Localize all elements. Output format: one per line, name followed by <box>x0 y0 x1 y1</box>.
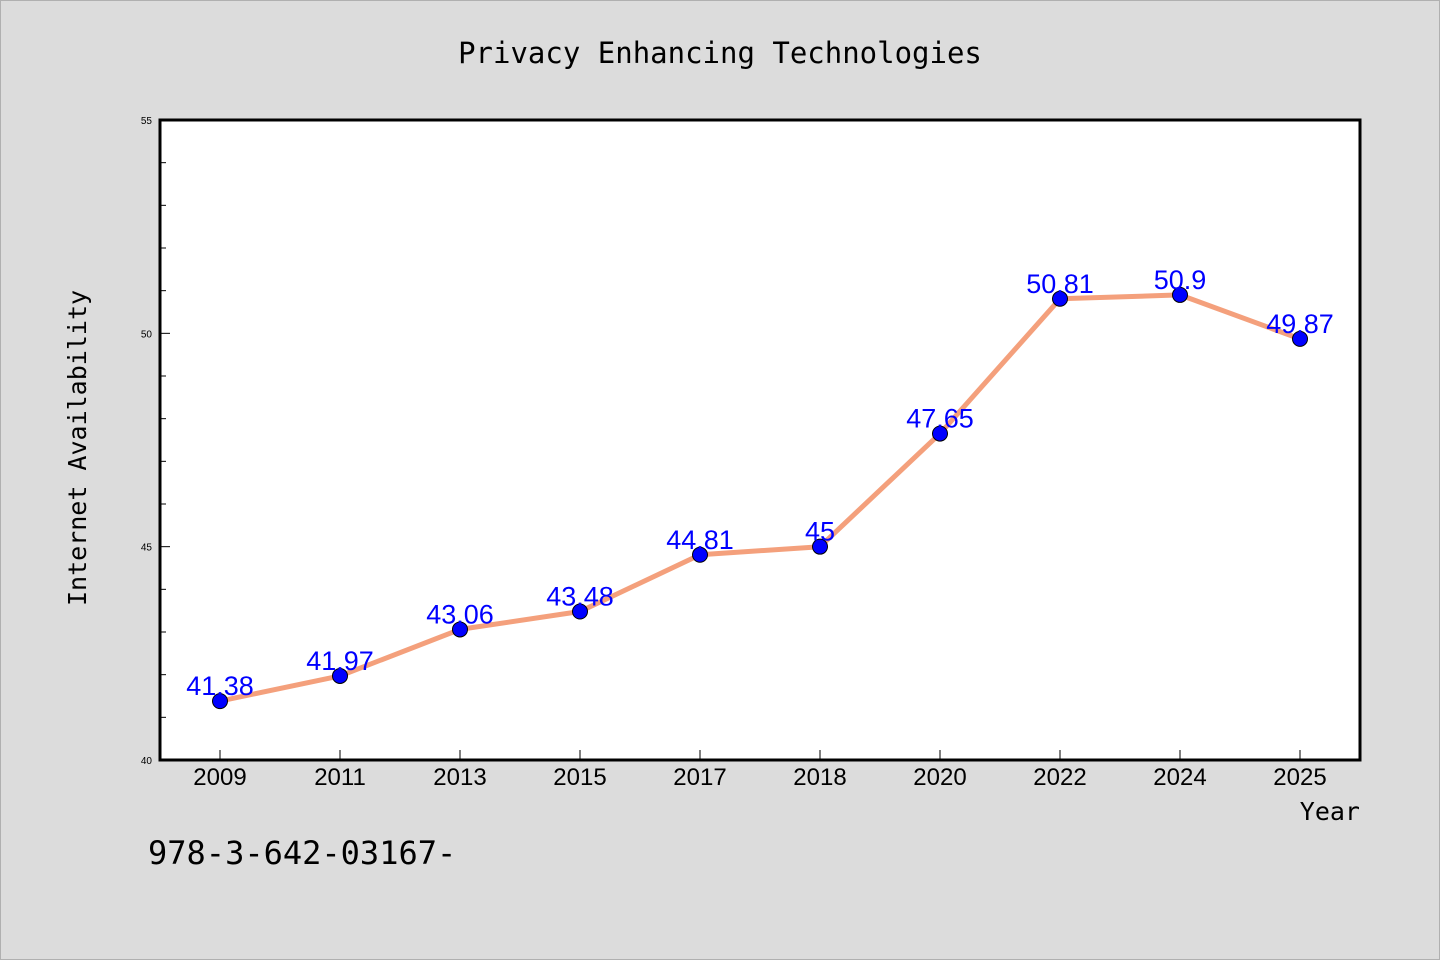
data-markers <box>212 286 1308 710</box>
data-label: 44.81 <box>666 525 734 555</box>
data-point <box>332 667 348 684</box>
data-point <box>932 425 948 442</box>
x-tick-label: 2024 <box>1153 764 1206 791</box>
data-point <box>212 693 228 710</box>
data-label: 41.97 <box>306 646 374 676</box>
x-tick-label: 2022 <box>1033 764 1086 791</box>
plot-frame <box>158 118 1362 762</box>
y-tick-label: 40 <box>141 756 153 767</box>
data-point <box>1052 290 1068 307</box>
data-label: 45 <box>805 517 835 547</box>
data-label: 47.65 <box>906 404 974 434</box>
plot-area <box>160 120 1360 760</box>
y-axis-label: Internet Availability <box>63 290 92 606</box>
x-axis: 2009 2011 2013 2015 2017 2018 2020 2022 2024 2025 <box>193 750 1327 791</box>
data-point <box>572 603 588 620</box>
x-tick-label: 2018 <box>793 764 846 791</box>
data-labels: 41.38 41.97 43.06 43.48 44.81 45 47.65 50.81 50.… <box>186 265 1334 701</box>
y-tick-label: 45 <box>141 543 153 554</box>
x-tick-label: 2020 <box>913 764 966 791</box>
y-tick-label: 55 <box>141 116 153 127</box>
data-label: 50.81 <box>1026 269 1094 299</box>
data-point <box>812 538 828 555</box>
data-point <box>692 546 708 563</box>
data-point <box>452 621 468 638</box>
series-line <box>217 292 1303 704</box>
x-tick-label: 2015 <box>553 764 606 791</box>
data-point <box>1172 286 1188 303</box>
data-label: 41.38 <box>186 671 254 701</box>
data-label: 49.87 <box>1266 309 1334 339</box>
x-tick-label: 2013 <box>433 764 486 791</box>
data-label: 50.9 <box>1154 265 1207 295</box>
footer-text: 978-3-642-03167- <box>148 834 456 872</box>
x-axis-label: Year <box>1300 797 1360 826</box>
chart-title: Privacy Enhancing Technologies <box>458 36 982 70</box>
x-tick-label: 2009 <box>193 764 246 791</box>
data-point <box>1292 330 1308 347</box>
x-tick-label: 2025 <box>1273 764 1326 791</box>
x-tick-label: 2017 <box>673 764 726 791</box>
data-label: 43.06 <box>426 599 494 629</box>
y-tick-label: 50 <box>141 329 153 340</box>
data-label: 43.48 <box>546 582 614 612</box>
x-tick-label: 2011 <box>314 764 366 791</box>
